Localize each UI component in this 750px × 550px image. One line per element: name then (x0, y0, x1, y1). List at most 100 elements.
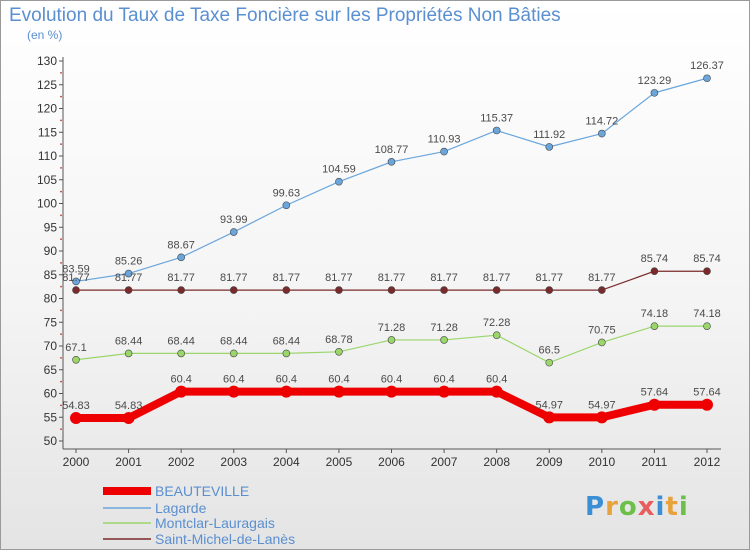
chart-unit-label: (en %) (27, 28, 63, 42)
y-minor-tick (60, 95, 62, 98)
data-point (229, 349, 238, 358)
data-point (280, 385, 293, 398)
data-point (227, 385, 240, 398)
y-minor-tick (60, 190, 62, 193)
data-label: 68.78 (325, 334, 353, 346)
data-point (177, 349, 185, 358)
data-point (387, 158, 396, 166)
data-label: 70.75 (588, 324, 616, 336)
y-tick-label: 60 (44, 387, 58, 401)
data-label: 60.4 (170, 374, 191, 386)
y-tick-label: 55 (44, 410, 58, 424)
data-point (70, 412, 82, 425)
data-label: 68.44 (220, 335, 248, 347)
y-tick-label: 100 (37, 197, 57, 211)
data-label: 114.72 (585, 116, 618, 128)
x-tick-label: 2012 (694, 455, 721, 469)
data-label: 60.4 (223, 374, 244, 386)
data-label: 85.74 (693, 253, 721, 265)
data-point (72, 286, 80, 294)
data-label: 72.28 (483, 317, 511, 329)
data-point (598, 129, 606, 138)
y-tick-label: 90 (44, 244, 58, 258)
x-tick-label: 2001 (115, 455, 142, 469)
data-label: 57.64 (641, 387, 669, 399)
data-label: 54.97 (535, 399, 563, 411)
data-label: 54.83 (62, 400, 90, 412)
y-minor-tick (60, 356, 62, 359)
data-label: 83.59 (62, 263, 90, 275)
x-tick-label: 2008 (483, 455, 510, 469)
data-label: 54.97 (588, 399, 616, 411)
legend-label: BEAUTEVILLE (155, 483, 249, 499)
data-label: 85.74 (641, 253, 669, 265)
y-minor-tick (60, 333, 62, 336)
data-label: 60.4 (328, 374, 349, 386)
data-point (385, 385, 398, 398)
legend-label: Montclar-Lauragais (155, 515, 275, 531)
data-point (545, 286, 554, 294)
data-point (492, 331, 501, 339)
y-minor-tick (60, 380, 62, 383)
y-tick-label: 105 (37, 173, 57, 187)
x-tick-label: 2005 (326, 455, 353, 469)
data-point (492, 126, 501, 135)
data-label: 126.37 (690, 60, 724, 72)
data-point (387, 336, 396, 344)
data-point (598, 338, 606, 347)
data-label: 74.18 (641, 308, 669, 320)
data-label: 81.77 (378, 272, 406, 284)
data-point (335, 286, 343, 294)
x-tick-label: 2000 (63, 455, 90, 469)
y-tick-label: 130 (37, 54, 57, 68)
data-label: 81.77 (483, 272, 511, 284)
data-point (177, 253, 185, 262)
data-point (438, 385, 451, 398)
y-minor-tick (60, 309, 62, 312)
data-point (335, 347, 343, 356)
data-label: 81.77 (430, 272, 458, 284)
chart-title: Evolution du Taux de Taxe Foncière sur l… (9, 5, 561, 26)
data-label: 68.44 (167, 335, 195, 347)
data-label: 81.77 (220, 272, 248, 284)
x-tick-label: 2007 (431, 455, 458, 469)
data-point (545, 143, 554, 151)
x-tick-label: 2003 (220, 455, 247, 469)
data-label: 67.1 (65, 342, 86, 354)
y-minor-tick (60, 261, 62, 264)
data-label: 81.77 (588, 272, 616, 284)
data-point (335, 177, 343, 186)
data-label: 111.92 (533, 129, 565, 141)
y-tick-label: 95 (44, 220, 58, 234)
data-label: 110.93 (428, 134, 461, 146)
data-label: 81.77 (535, 272, 563, 284)
data-label: 60.4 (381, 374, 402, 386)
data-point (440, 286, 448, 294)
data-point (332, 385, 345, 398)
y-minor-tick (60, 428, 62, 431)
data-label: 66.5 (539, 345, 560, 357)
data-label: 99.63 (273, 187, 301, 199)
data-label: 115.37 (480, 112, 513, 124)
x-tick-label: 2002 (168, 455, 195, 469)
data-point (650, 267, 659, 276)
data-point (282, 201, 291, 210)
y-tick-label: 65 (44, 363, 58, 377)
data-point (440, 336, 448, 344)
data-point (229, 228, 238, 236)
data-label: 71.28 (430, 322, 458, 334)
data-point (440, 147, 448, 156)
data-label: 104.59 (322, 164, 356, 176)
x-tick-label: 2010 (588, 455, 615, 469)
data-point (703, 267, 711, 276)
data-point (282, 286, 291, 294)
data-point (492, 286, 501, 294)
y-minor-tick (60, 238, 62, 241)
y-tick-label: 125 (37, 78, 57, 92)
y-tick-label: 120 (37, 102, 57, 116)
data-point (175, 385, 188, 398)
data-label: 57.64 (693, 387, 721, 399)
y-tick-label: 70 (44, 339, 58, 353)
y-tick-label: 110 (38, 149, 57, 163)
